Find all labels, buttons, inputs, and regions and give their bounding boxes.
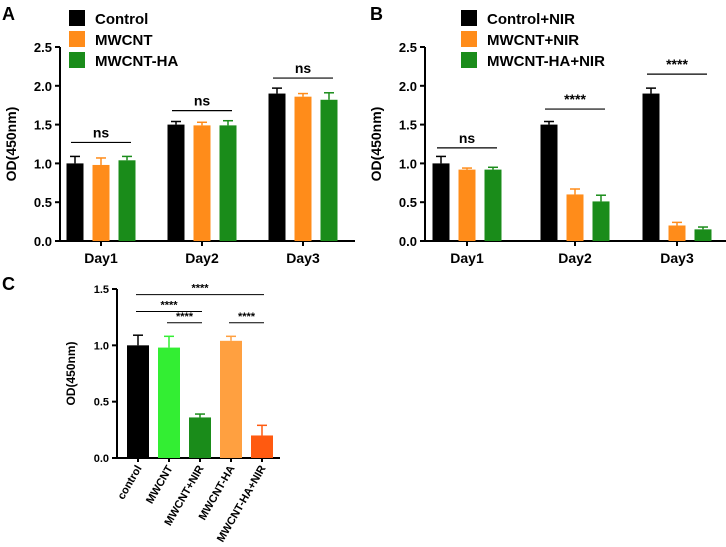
legend-label: Control+NIR: [487, 11, 575, 28]
y-tick-label: 0.5: [94, 397, 109, 409]
legend-swatch: [69, 31, 85, 47]
bar: [592, 201, 610, 241]
significance-label: ****: [666, 56, 688, 72]
bar: [220, 340, 242, 458]
bar: [432, 163, 450, 241]
y-tick-label: 1.0: [34, 156, 52, 171]
y-tick-label: 0.0: [399, 234, 417, 249]
y-tick-label: 0.0: [94, 453, 109, 465]
significance-label: ns: [93, 124, 110, 140]
significance-label: ns: [295, 60, 312, 76]
bar: [458, 169, 476, 241]
x-tick-label: control: [116, 464, 145, 502]
x-tick-label: Day3: [660, 250, 694, 266]
y-tick-label: 1.5: [94, 284, 109, 296]
y-tick-label: 1.0: [399, 156, 417, 171]
bar: [540, 124, 558, 241]
significance-label: ****: [191, 283, 209, 295]
bar: [251, 435, 273, 458]
y-tick-label: 1.5: [399, 118, 417, 133]
bar: [320, 99, 338, 241]
y-axis-label: OD(450nm): [64, 341, 78, 405]
x-tick-label: Day1: [450, 250, 484, 266]
bar: [694, 229, 712, 241]
significance-label: ****: [238, 311, 256, 323]
bar: [118, 160, 136, 241]
legend-label: MWCNT+NIR: [487, 32, 579, 49]
y-tick-label: 0.5: [34, 195, 52, 210]
legend-label: MWCNT-HA+NIR: [487, 53, 605, 70]
significance-label: ns: [194, 93, 211, 109]
x-tick-label: Day2: [558, 250, 592, 266]
y-axis-label: OD(450nm): [3, 107, 19, 182]
legend-swatch: [69, 10, 85, 26]
bar: [294, 96, 312, 241]
bar: [167, 124, 185, 241]
x-tick-label: Day1: [84, 250, 118, 266]
panel-label-a: A: [2, 4, 15, 24]
y-tick-label: 2.5: [34, 40, 52, 55]
legend-swatch: [461, 10, 477, 26]
y-tick-label: 1.5: [34, 118, 52, 133]
legend-swatch: [461, 31, 477, 47]
bar: [92, 164, 110, 241]
chart-panel-a: 0.0 0.5 1.0 1.5 2.0 2.5 OD(450nm) Day1 Day2 Day3 n…: [3, 10, 355, 266]
significance-label: ****: [160, 300, 178, 312]
legend-label: MWCNT: [95, 32, 152, 49]
legend-swatch: [461, 52, 477, 68]
significance-label: ****: [564, 91, 586, 107]
bar: [484, 169, 502, 241]
legend-swatch: [69, 52, 85, 68]
bar: [642, 93, 660, 241]
x-tick-label: MWCNT: [144, 463, 176, 506]
y-tick-label: 0.0: [34, 234, 52, 249]
bar: [158, 347, 180, 458]
y-tick-label: 2.0: [399, 79, 417, 94]
bar: [127, 345, 149, 458]
y-tick-label: 2.0: [34, 79, 52, 94]
bar: [268, 93, 286, 241]
chart-panel-b: 0.0 0.5 1.0 1.5 2.0 2.5 OD(450nm) Day1 Day2 Day3 n…: [368, 10, 726, 266]
y-axis-label: OD(450nm): [368, 107, 384, 182]
y-tick-label: 2.5: [399, 40, 417, 55]
significance-label: ns: [459, 130, 476, 146]
panel-label-b: B: [370, 4, 383, 24]
y-tick-label: 1.0: [94, 340, 109, 352]
chart-panel-c: 0.00.51.01.5OD(450nm)control MWCNTMWCNT+N…: [64, 283, 280, 544]
bar: [566, 194, 584, 241]
legend-label: MWCNT-HA: [95, 53, 178, 70]
x-tick-label: Day2: [185, 250, 219, 266]
significance-label: ****: [176, 311, 194, 323]
bar: [668, 225, 686, 241]
bar: [219, 125, 237, 241]
panel-label-c: C: [2, 274, 15, 294]
bar: [189, 417, 211, 458]
bar: [193, 125, 211, 241]
legend-label: Control: [95, 11, 148, 28]
y-tick-label: 0.5: [399, 195, 417, 210]
x-tick-label: Day3: [286, 250, 320, 266]
bar: [66, 163, 84, 241]
